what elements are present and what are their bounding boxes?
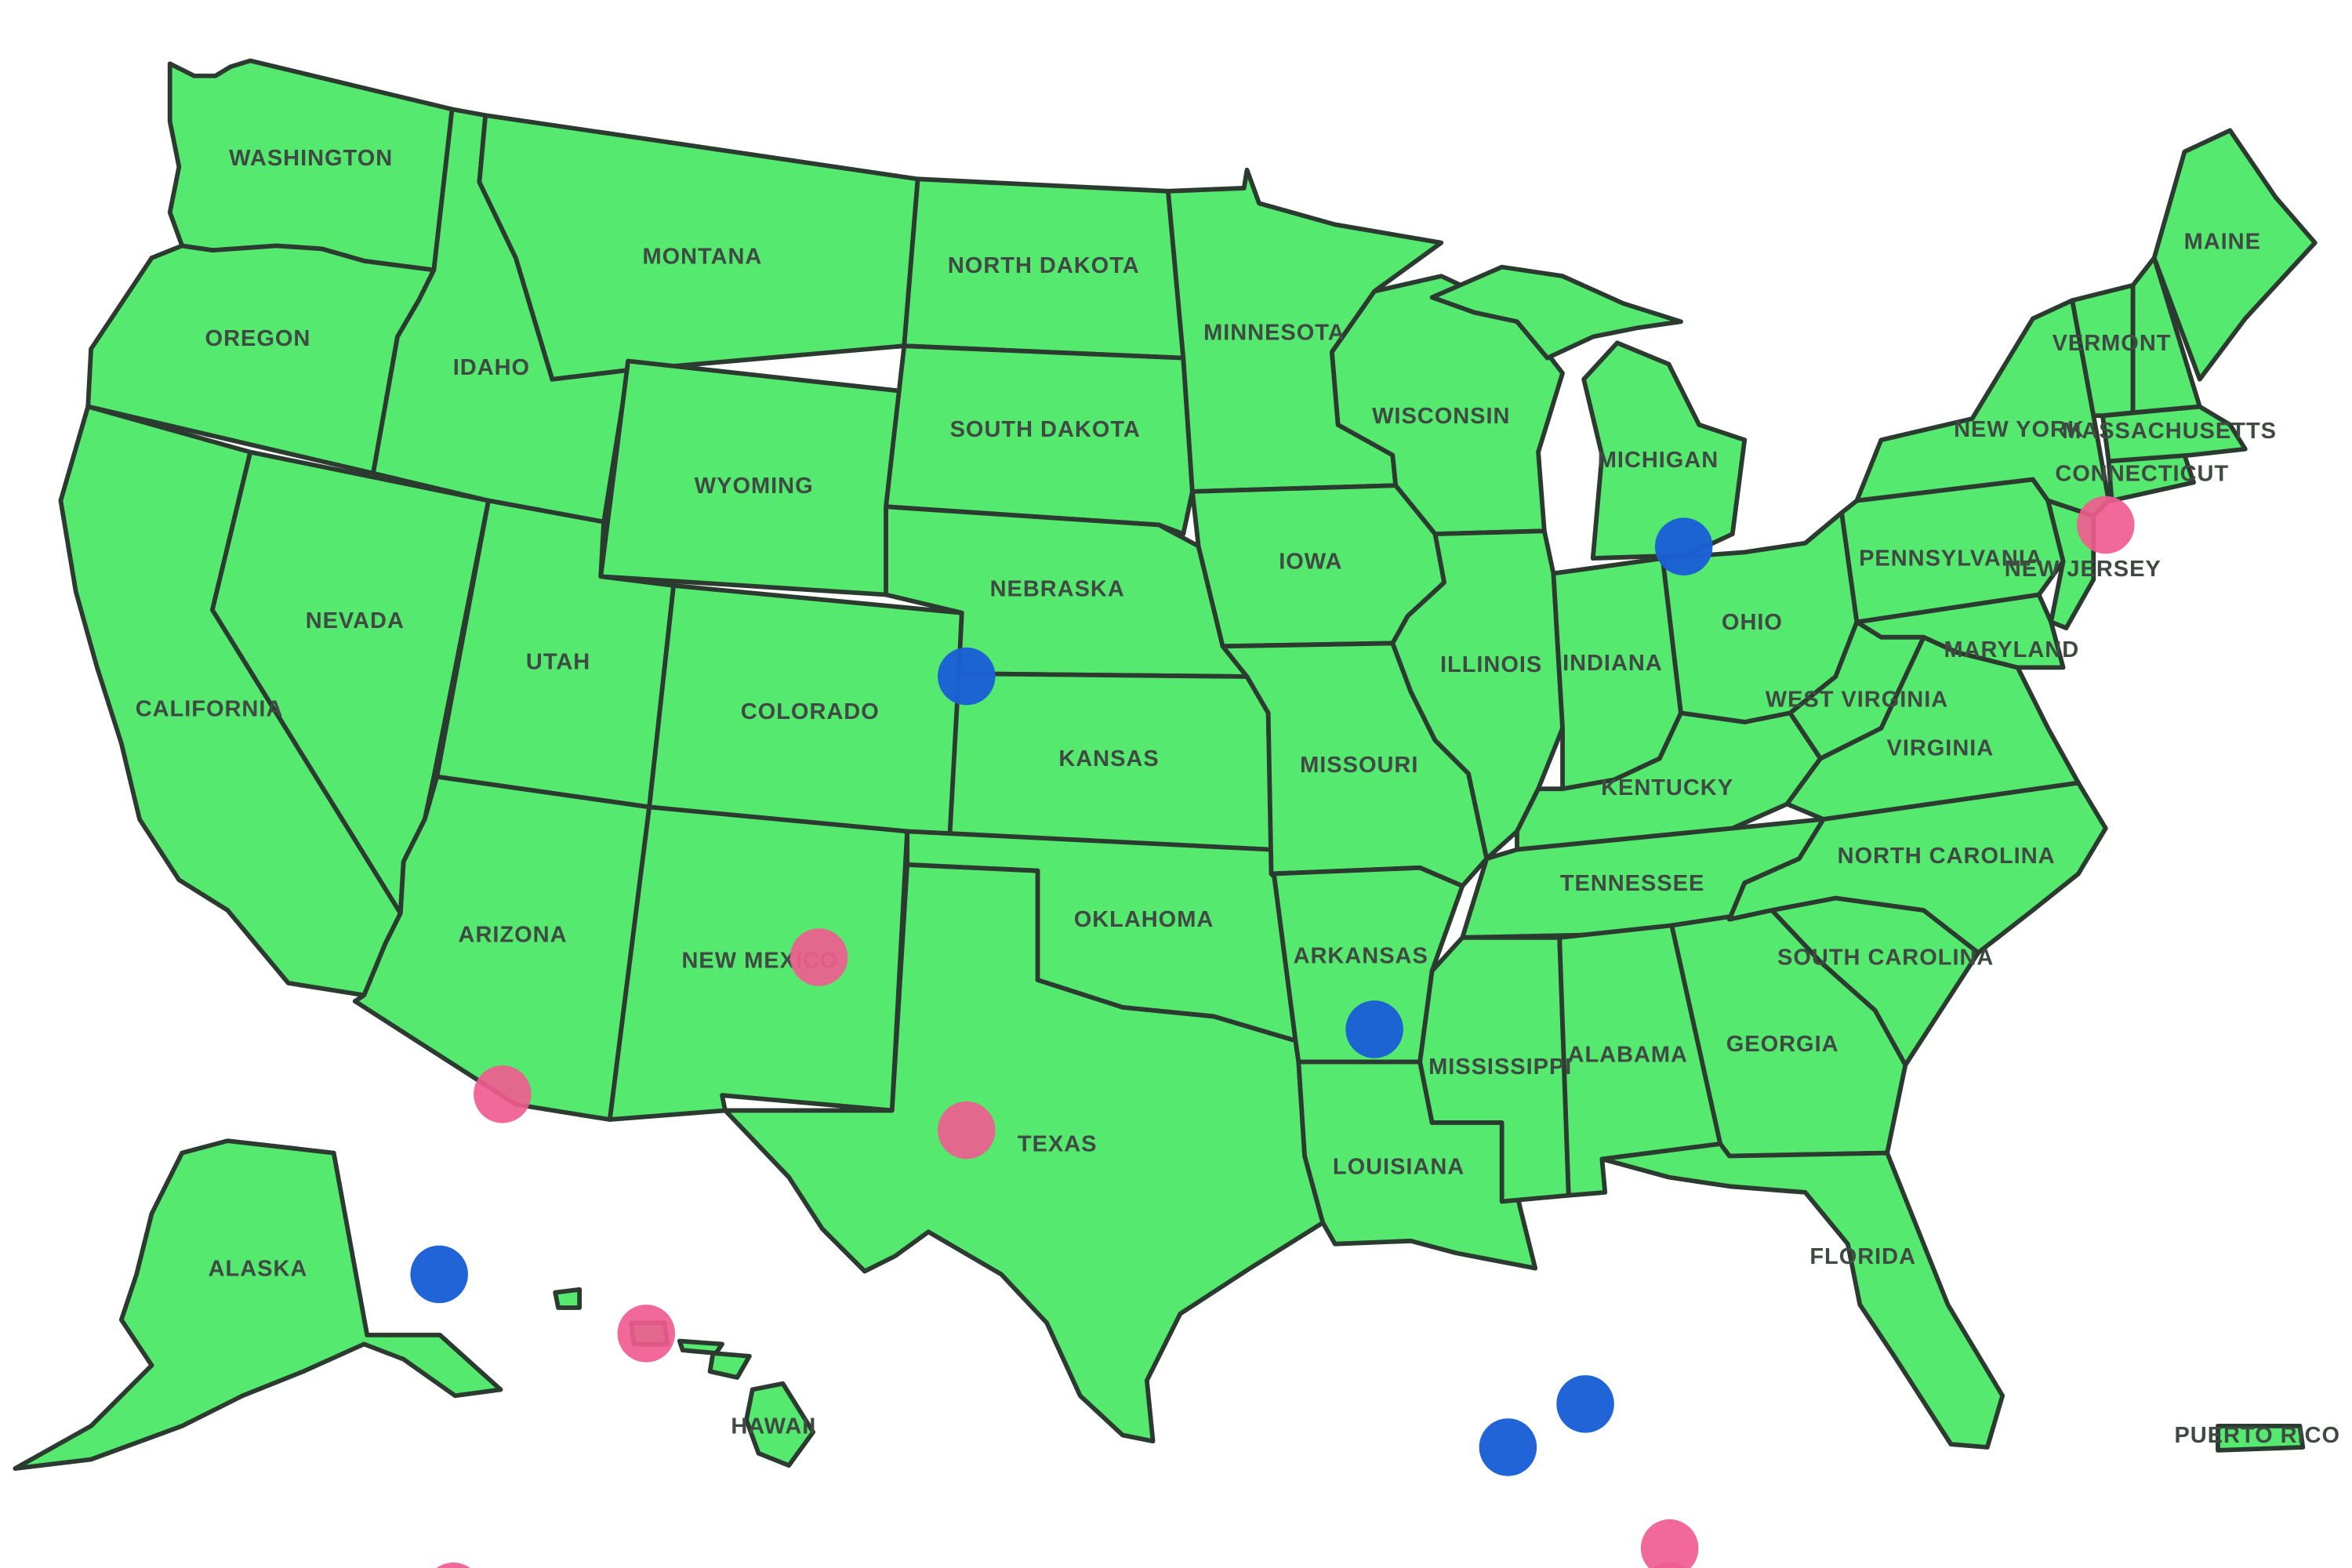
state-puerto-rico[interactable]	[2216, 1423, 2306, 1453]
label-nevada: NEVADA	[306, 608, 405, 633]
marker-blue-9[interactable]	[1556, 1375, 1614, 1433]
label-connecticut: CONNECTICUT	[2055, 461, 2229, 486]
label-utah: UTAH	[526, 649, 590, 674]
state-maryland[interactable]	[1854, 592, 2066, 670]
marker-pink-14[interactable]	[474, 1065, 532, 1123]
label-wyoming: WYOMING	[695, 474, 814, 499]
label-oregon: OREGON	[205, 326, 311, 351]
label-florida: FLORIDA	[1809, 1244, 1916, 1269]
label-mississippi: MISSISSIPPI	[1428, 1054, 1572, 1080]
state-new-hampshire[interactable]	[2130, 256, 2202, 416]
label-idaho: IDAHO	[453, 355, 530, 380]
label-texas: TEXAS	[1018, 1132, 1098, 1157]
label-louisiana: LOUISIANA	[1333, 1155, 1465, 1180]
state-michigan-upper[interactable]	[1429, 264, 1683, 361]
label-south-carolina: SOUTH CAROLINA	[1777, 946, 1994, 971]
markers-layer	[410, 495, 2135, 1568]
label-colorado: COLORADO	[741, 699, 880, 724]
label-arizona: ARIZONA	[459, 923, 568, 948]
state-hawaii-maui[interactable]	[707, 1351, 752, 1380]
state-vermont[interactable]	[2070, 282, 2136, 419]
label-kansas: KANSAS	[1058, 746, 1159, 771]
state-hawaii-molokai[interactable]	[677, 1338, 724, 1356]
label-oklahoma: OKLAHOMA	[1074, 907, 1214, 932]
marker-blue-7[interactable]	[1345, 1000, 1403, 1058]
marker-pink-19[interactable]	[617, 1305, 676, 1363]
label-indiana: INDIANA	[1563, 651, 1663, 676]
marker-pink-17[interactable]	[1640, 1519, 1699, 1568]
label-missouri: MISSOURI	[1300, 753, 1418, 778]
marker-pink-16[interactable]	[424, 1563, 482, 1568]
label-maryland: MARYLAND	[1944, 637, 2079, 662]
label-georgia: GEORGIA	[1726, 1032, 1839, 1057]
marker-pink-15[interactable]	[938, 1101, 996, 1160]
marker-pink-18[interactable]	[1641, 1563, 1699, 1568]
label-south-dakota: SOUTH DAKOTA	[950, 417, 1141, 442]
marker-blue-6[interactable]	[1654, 517, 1713, 575]
label-hawaii: HAWAII	[731, 1414, 816, 1439]
label-new-york: NEW YORK	[1954, 417, 2085, 442]
label-tennessee: TENNESSEE	[1560, 871, 1704, 896]
label-maine: MAINE	[2184, 229, 2261, 254]
label-kentucky: KENTUCKY	[1601, 775, 1733, 800]
label-puerto-rico: PUERTO RICO	[2174, 1423, 2340, 1448]
label-vermont: VERMONT	[2053, 331, 2172, 356]
label-north-carolina: NORTH CAROLINA	[1838, 844, 2056, 869]
label-arkansas: ARKANSAS	[1294, 944, 1428, 969]
label-north-dakota: NORTH DAKOTA	[948, 253, 1140, 278]
label-pennsylvania: PENNSYLVANIA	[1859, 546, 2043, 572]
label-ohio: OHIO	[1722, 610, 1783, 635]
marker-pink-12[interactable]	[2077, 495, 2135, 554]
state-wisconsin[interactable]	[1330, 274, 1565, 537]
label-iowa: IOWA	[1279, 550, 1342, 575]
state-north-carolina[interactable]	[1726, 780, 2108, 956]
label-michigan: MICHIGAN	[1598, 448, 1719, 473]
state-hawaii-big-island[interactable]	[744, 1381, 816, 1468]
label-washington: WASHINGTON	[229, 146, 393, 171]
label-massachusetts: MASSACHUSETTS	[2062, 419, 2277, 444]
states-layer	[13, 58, 2318, 1471]
state-labels-layer: WASHINGTON OREGON CALIFORNIA NEVADA IDAH…	[136, 146, 2340, 1448]
marker-blue-5[interactable]	[938, 647, 996, 706]
state-maine[interactable]	[2151, 128, 2318, 382]
marker-pink-13[interactable]	[789, 928, 848, 986]
state-texas[interactable]	[723, 862, 1326, 1444]
label-minnesota: MINNESOTA	[1203, 320, 1345, 345]
label-alabama: ALABAMA	[1568, 1042, 1688, 1067]
label-illinois: ILLINOIS	[1440, 652, 1542, 677]
label-alaska: ALASKA	[209, 1256, 308, 1281]
label-wisconsin: WISCONSIN	[1372, 404, 1510, 429]
label-virginia: VIRGINIA	[1887, 736, 1994, 761]
state-hawaii-kauai[interactable]	[553, 1287, 583, 1310]
label-montana: MONTANA	[642, 245, 762, 270]
label-california: CALIFORNIA	[136, 696, 284, 721]
marker-blue-8[interactable]	[410, 1245, 468, 1304]
state-alaska[interactable]	[13, 1138, 503, 1471]
label-new-jersey: NEW JERSEY	[2005, 557, 2161, 582]
state-florida[interactable]	[1599, 1142, 2005, 1450]
label-nebraska: NEBRASKA	[990, 576, 1125, 601]
marker-blue-10[interactable]	[1479, 1418, 1537, 1476]
label-west-virginia: WEST VIRGINIA	[1766, 688, 1948, 713]
